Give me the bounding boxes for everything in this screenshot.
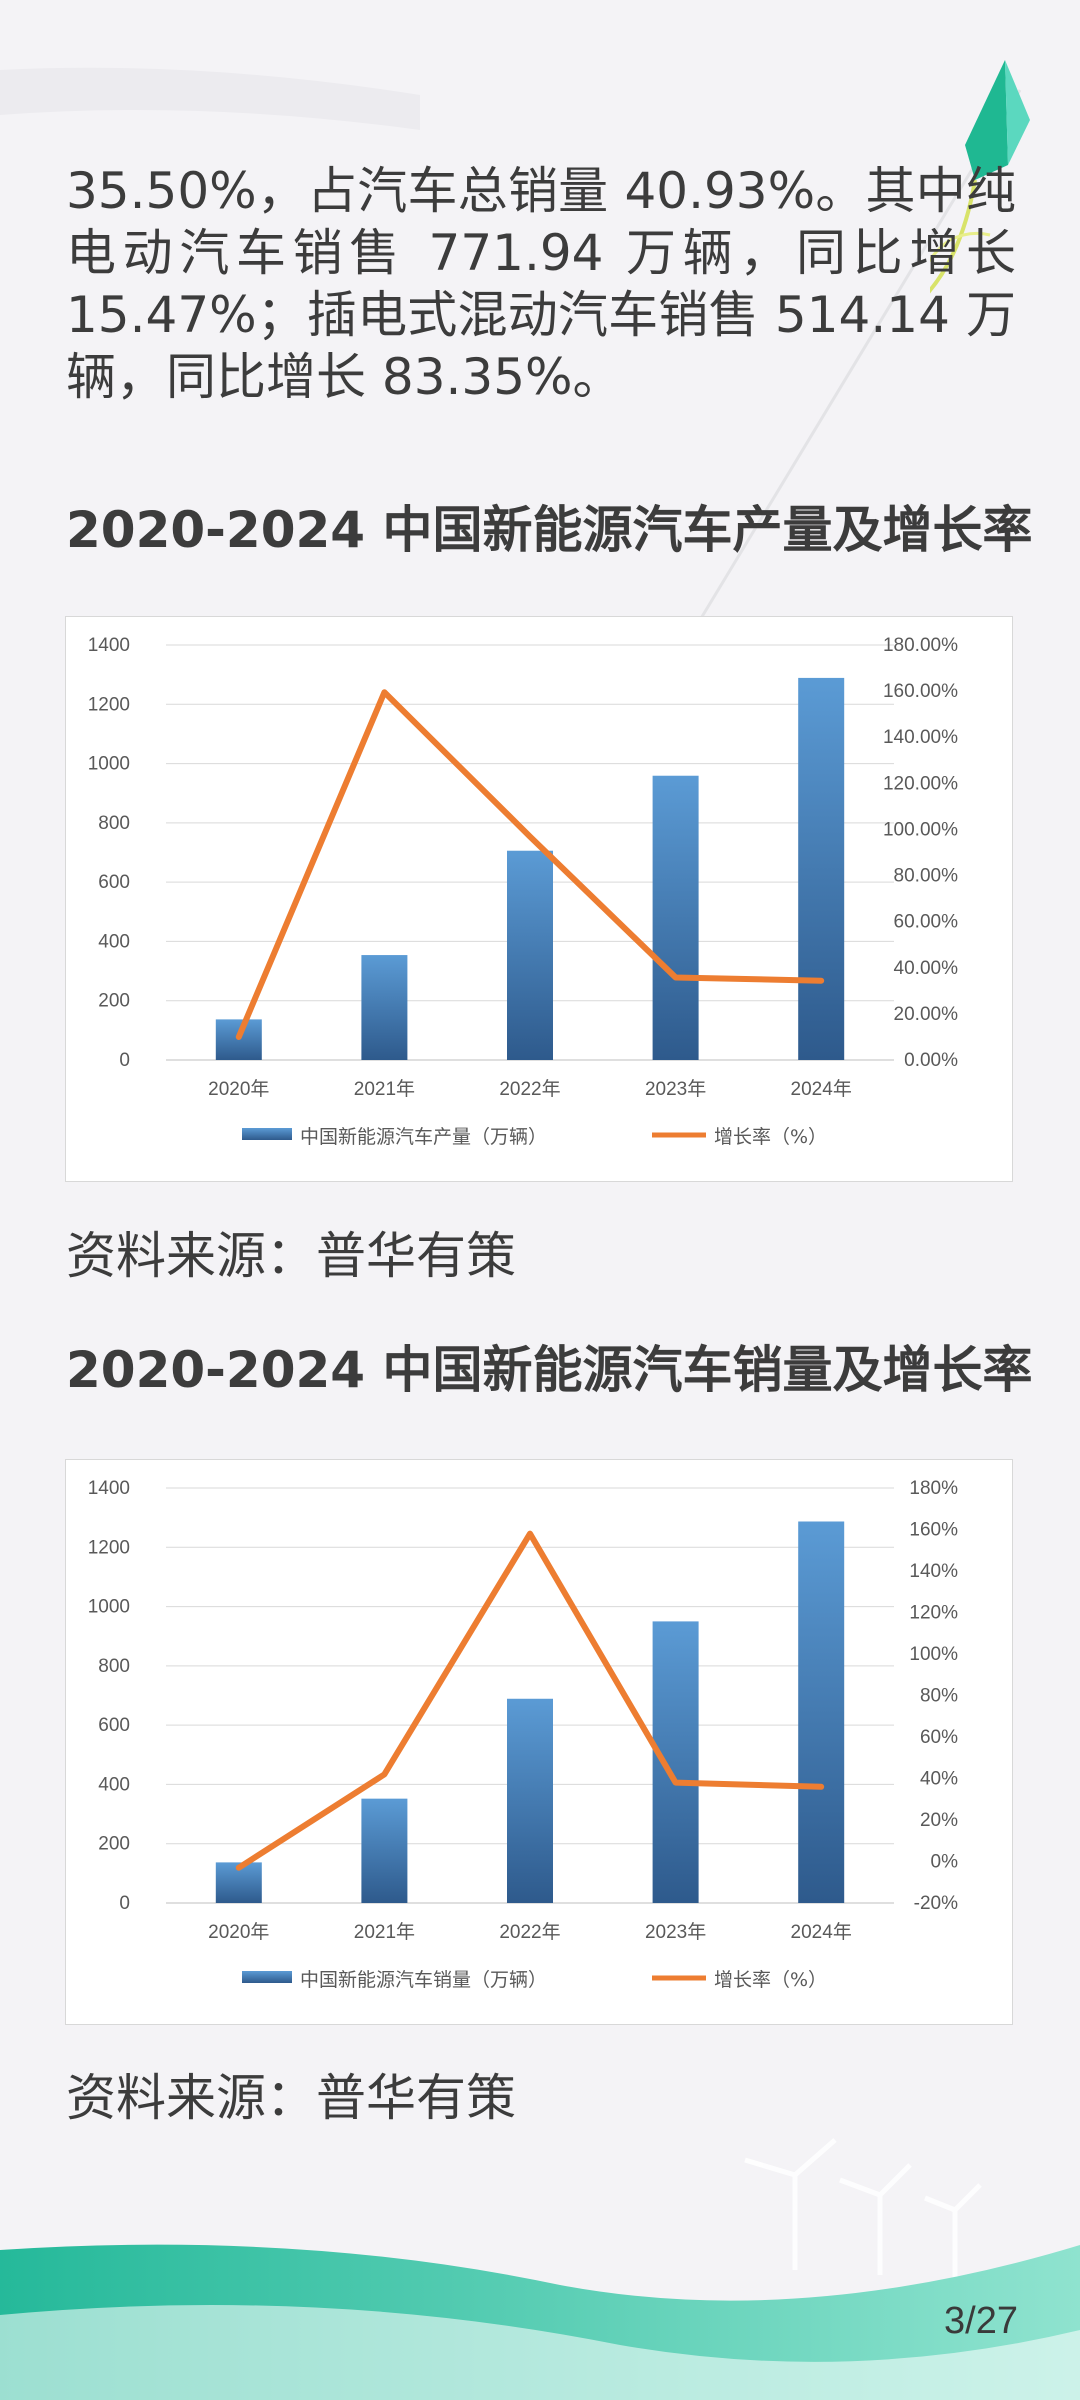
bar bbox=[361, 1798, 408, 1903]
left-tick-label: 1400 bbox=[88, 1478, 130, 1499]
left-tick-label: 800 bbox=[98, 813, 130, 834]
left-tick-label: 0 bbox=[119, 1893, 130, 1914]
right-tick-label: 160.00% bbox=[883, 681, 958, 702]
right-tick-label: 120.00% bbox=[883, 773, 958, 794]
legend-line-label: 增长率（%） bbox=[714, 1969, 827, 1991]
left-tick-label: 1400 bbox=[88, 635, 130, 656]
legend-bar-label: 中国新能源汽车销量（万辆） bbox=[300, 1969, 547, 1991]
left-tick-label: 600 bbox=[98, 872, 130, 893]
category-label: 2020年 bbox=[208, 1921, 269, 1943]
left-tick-label: 200 bbox=[98, 991, 130, 1012]
right-tick-label: 20.00% bbox=[894, 1004, 959, 1025]
bar bbox=[798, 1521, 845, 1903]
category-label: 2023年 bbox=[645, 1921, 706, 1943]
bar bbox=[798, 677, 845, 1060]
bar bbox=[507, 850, 553, 1060]
right-tick-label: 120% bbox=[909, 1603, 958, 1624]
sales-source: 资料来源：普华有策 bbox=[66, 2069, 516, 2127]
kite-icon bbox=[930, 60, 1030, 294]
bar bbox=[507, 1698, 553, 1903]
left-tick-label: 0 bbox=[119, 1050, 130, 1071]
left-tick-label: 600 bbox=[98, 1715, 130, 1736]
sales-chart-svg: 0 200 400 600 800 1000 1200 1400 -20% 0% 20% 40% 60%… bbox=[88, 1478, 959, 1991]
right-tick-label: 140.00% bbox=[883, 727, 958, 748]
growth-rate-line bbox=[235, 689, 825, 1040]
left-tick-label: 1000 bbox=[88, 1597, 130, 1618]
category-label: 2021年 bbox=[354, 1921, 415, 1943]
category-label: 2023年 bbox=[645, 1078, 706, 1100]
legend-bar-swatch bbox=[242, 1128, 292, 1140]
left-tick-label: 1200 bbox=[88, 694, 130, 715]
growth-rate-line bbox=[235, 1530, 825, 1871]
legend-bar-swatch bbox=[242, 1971, 292, 1983]
right-tick-label: 160% bbox=[909, 1520, 958, 1541]
right-tick-label: 0% bbox=[931, 1852, 959, 1873]
sales-chart-title: 2020-2024 中国新能源汽车销量及增长率 bbox=[66, 1341, 1033, 1399]
production-chart-title: 2020-2024 中国新能源汽车产量及增长率 bbox=[66, 501, 1033, 559]
right-tick-label: 20% bbox=[920, 1810, 958, 1831]
right-tick-label: 140% bbox=[909, 1561, 958, 1582]
left-tick-label: 400 bbox=[98, 931, 130, 952]
right-tick-label: 100% bbox=[909, 1644, 958, 1665]
bar bbox=[361, 955, 408, 1060]
production-chart-svg: 0 200 400 600 800 1000 1200 1400 0.00% 20.00% 40.0… bbox=[88, 635, 959, 1148]
category-label: 2021年 bbox=[354, 1078, 415, 1100]
right-tick-label: 180% bbox=[909, 1478, 958, 1499]
intro-paragraph: 35.50%，占汽车总销量 40.93%。其中纯电动汽车销售 771.94 万辆… bbox=[66, 162, 1016, 406]
right-tick-label: 40.00% bbox=[894, 958, 959, 979]
production-chart: 0 200 400 600 800 1000 1200 1400 0.00% 20.00% 40.0… bbox=[65, 616, 1013, 1182]
bar bbox=[652, 1621, 699, 1903]
right-tick-label: 80.00% bbox=[894, 866, 959, 887]
right-tick-label: 180.00% bbox=[883, 635, 958, 656]
category-label: 2022年 bbox=[499, 1078, 560, 1100]
left-tick-label: 800 bbox=[98, 1656, 130, 1677]
right-tick-label: 80% bbox=[920, 1686, 958, 1707]
page-number: 3/27 bbox=[944, 2300, 1018, 2342]
right-tick-label: 60.00% bbox=[894, 912, 959, 933]
bar bbox=[652, 775, 699, 1060]
right-tick-label: 40% bbox=[920, 1769, 958, 1790]
right-tick-label: -20% bbox=[914, 1893, 958, 1914]
sales-chart: 0 200 400 600 800 1000 1200 1400 -20% 0% 20% 40% 60%… bbox=[65, 1459, 1013, 2025]
left-tick-label: 1000 bbox=[88, 754, 130, 775]
right-tick-label: 60% bbox=[920, 1727, 958, 1748]
left-tick-label: 1200 bbox=[88, 1537, 130, 1558]
left-tick-label: 400 bbox=[98, 1774, 130, 1795]
category-label: 2024年 bbox=[791, 1921, 852, 1943]
category-label: 2022年 bbox=[499, 1921, 560, 1943]
category-label: 2020年 bbox=[208, 1078, 269, 1100]
left-tick-label: 200 bbox=[98, 1834, 130, 1855]
legend-line-label: 增长率（%） bbox=[714, 1126, 827, 1148]
bottom-wave-decoration bbox=[0, 2138, 1080, 2400]
wind-turbine-icon bbox=[744, 2138, 982, 2280]
production-source: 资料来源：普华有策 bbox=[66, 1227, 516, 1285]
right-tick-label: 100.00% bbox=[883, 819, 958, 840]
legend-bar-label: 中国新能源汽车产量（万辆） bbox=[300, 1126, 547, 1148]
right-tick-label: 0.00% bbox=[904, 1050, 958, 1071]
category-label: 2024年 bbox=[791, 1078, 852, 1100]
